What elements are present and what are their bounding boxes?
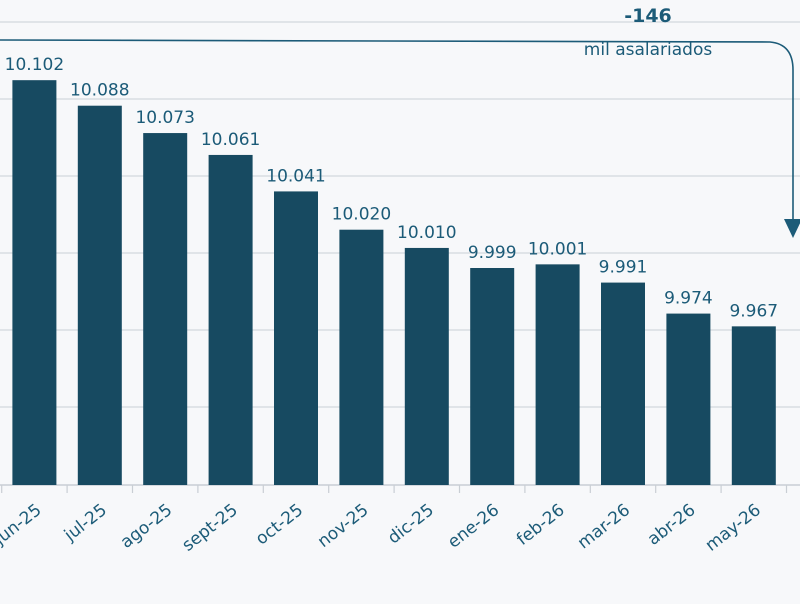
value-label-jun-25: 10.102	[5, 55, 64, 75]
x-tick-label-ago-25: ago-25	[117, 500, 176, 553]
value-label-dic-25: 10.010	[397, 223, 456, 243]
bar-may-26	[731, 326, 776, 485]
annotation-text: mil asalariados	[584, 40, 713, 60]
value-label-ago-25: 10.073	[135, 108, 194, 128]
x-tick-label-may-26: may-26	[702, 500, 765, 555]
value-label-abr-26: 9.974	[664, 289, 713, 309]
bar-oct-25	[274, 191, 318, 486]
x-tick-label-abr-26: abr-26	[644, 500, 700, 550]
value-label-sept-25: 10.061	[201, 130, 260, 150]
x-tick-label-jul-25: jul-25	[60, 500, 111, 546]
value-label-oct-25: 10.041	[266, 166, 325, 186]
bars	[12, 80, 776, 486]
x-tick-label-nov-25: nov-25	[314, 500, 372, 552]
bar-ene-26	[470, 268, 515, 485]
x-tick-label-feb-26: feb-26	[513, 500, 569, 550]
value-labels: 10.11310.10210.08810.07310.06110.04110.0…	[5, 55, 778, 321]
bar-nov-25	[339, 229, 384, 485]
value-label-nov-25: 10.020	[332, 205, 391, 225]
x-tick-label-ene-26: ene-26	[444, 500, 503, 552]
bar-sept-25	[208, 154, 253, 486]
value-label-feb-26: 10.001	[528, 239, 587, 259]
value-label-ene-26: 9.999	[468, 243, 517, 263]
x-tick-label-oct-25: oct-25	[252, 500, 307, 549]
bar-feb-26	[535, 264, 580, 485]
x-tick-label-sept-25: sept-25	[179, 500, 242, 555]
annotation: -146 mil asalariados	[0, 5, 800, 238]
bar-jun-25	[12, 80, 57, 486]
bar-ago-25	[143, 133, 188, 485]
value-label-mar-26: 9.991	[599, 258, 648, 278]
x-tick-labels: may-25jun-25jul-25ago-25sept-25oct-25nov…	[0, 485, 788, 556]
x-tick-label-mar-26: mar-26	[574, 500, 634, 553]
x-tick-label-jun-25: jun-25	[0, 500, 45, 550]
annotation-value: -146	[624, 5, 672, 27]
annotation-arrow	[0, 39, 794, 222]
bar-abr-26	[666, 313, 711, 485]
bar-jul-25	[77, 105, 122, 486]
gridlines	[0, 21, 800, 486]
arrow-head-icon	[784, 219, 800, 238]
value-label-may-26: 9.967	[729, 301, 778, 321]
bar-dic-25	[404, 247, 449, 485]
x-tick-label-dic-25: dic-25	[384, 500, 438, 548]
value-label-jul-25: 10.088	[70, 81, 129, 101]
bar-mar-26	[601, 282, 645, 485]
